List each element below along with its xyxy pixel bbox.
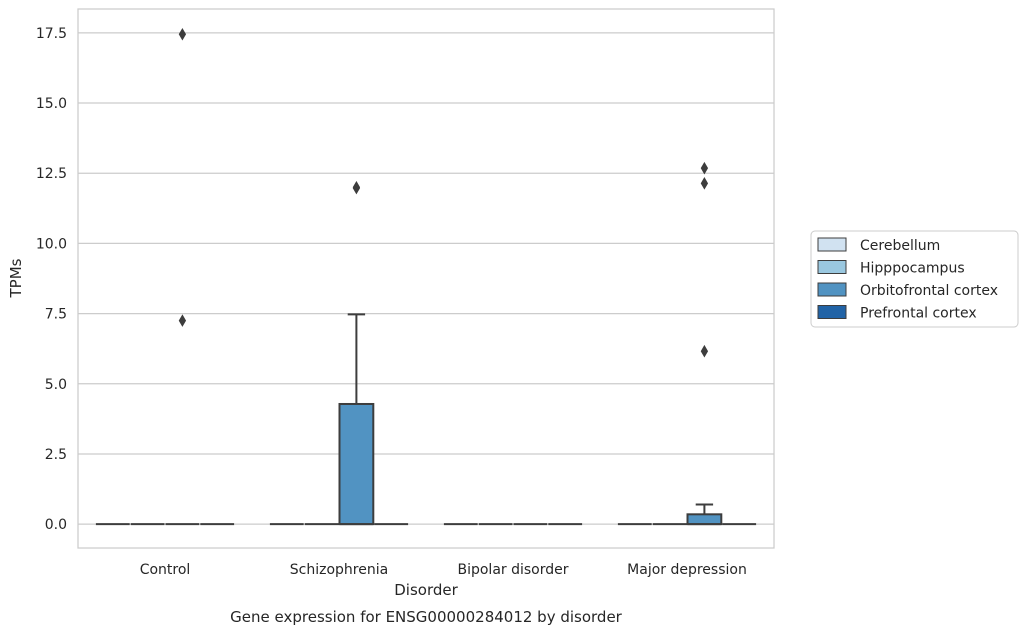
box-orbitofrontal-cortex bbox=[165, 27, 200, 526]
x-tick-label: Schizophrenia bbox=[290, 562, 388, 578]
legend-label: Hipppocampus bbox=[860, 261, 965, 277]
y-tick-label: 2.5 bbox=[45, 447, 67, 463]
legend-swatch bbox=[817, 282, 847, 297]
y-tick-label: 15.0 bbox=[36, 96, 67, 112]
outlier-point bbox=[700, 177, 709, 190]
legend-label: Prefrontal cortex bbox=[860, 306, 977, 322]
outlier-point bbox=[352, 180, 361, 194]
plot-frame bbox=[77, 8, 775, 549]
legend-swatch bbox=[817, 237, 847, 252]
outlier-point bbox=[178, 314, 187, 327]
y-tick-labels: 0.0 2.5 5.0 7.5 10.0 12.5 15.0 17.5 bbox=[36, 26, 67, 533]
y-tick-label: 17.5 bbox=[36, 26, 67, 42]
x-tick-label: Bipolar disorder bbox=[457, 562, 568, 578]
legend: Cerebellum Hipppocampus Orbitofrontal cort… bbox=[810, 230, 1019, 328]
legend-label: Cerebellum bbox=[860, 238, 940, 254]
y-axis-label: TPMs bbox=[7, 258, 25, 298]
x-axis-label: Disorder bbox=[394, 581, 458, 599]
y-tick-label: 12.5 bbox=[36, 166, 67, 182]
legend-swatch bbox=[817, 305, 847, 319]
x-tick-label: Control bbox=[140, 562, 191, 578]
chart-caption: Gene expression for ENSG00000284012 by d… bbox=[230, 608, 623, 626]
outlier-point bbox=[700, 161, 709, 175]
box-orbitofrontal-cortex bbox=[338, 180, 375, 526]
box-body bbox=[338, 402, 375, 526]
box-body bbox=[686, 513, 723, 526]
box-orbitofrontal-cortex bbox=[686, 161, 723, 526]
plot-background bbox=[78, 9, 774, 548]
y-tick-label: 7.5 bbox=[45, 307, 67, 323]
outlier-point bbox=[700, 344, 709, 358]
box-series-layer bbox=[95, 27, 757, 526]
legend-frame bbox=[810, 230, 1019, 328]
x-tick-label: Major depression bbox=[627, 562, 747, 578]
y-tick-label: 5.0 bbox=[45, 377, 67, 393]
y-tick-label: 0.0 bbox=[45, 517, 67, 533]
legend-label: Orbitofrontal cortex bbox=[860, 283, 998, 299]
y-gridlines bbox=[78, 32, 774, 525]
legend-swatch bbox=[817, 260, 847, 274]
x-tick-labels: Control Schizophrenia Bipolar disorder Majo… bbox=[140, 562, 747, 578]
outlier-point bbox=[178, 27, 187, 41]
y-tick-label: 10.0 bbox=[36, 236, 67, 252]
